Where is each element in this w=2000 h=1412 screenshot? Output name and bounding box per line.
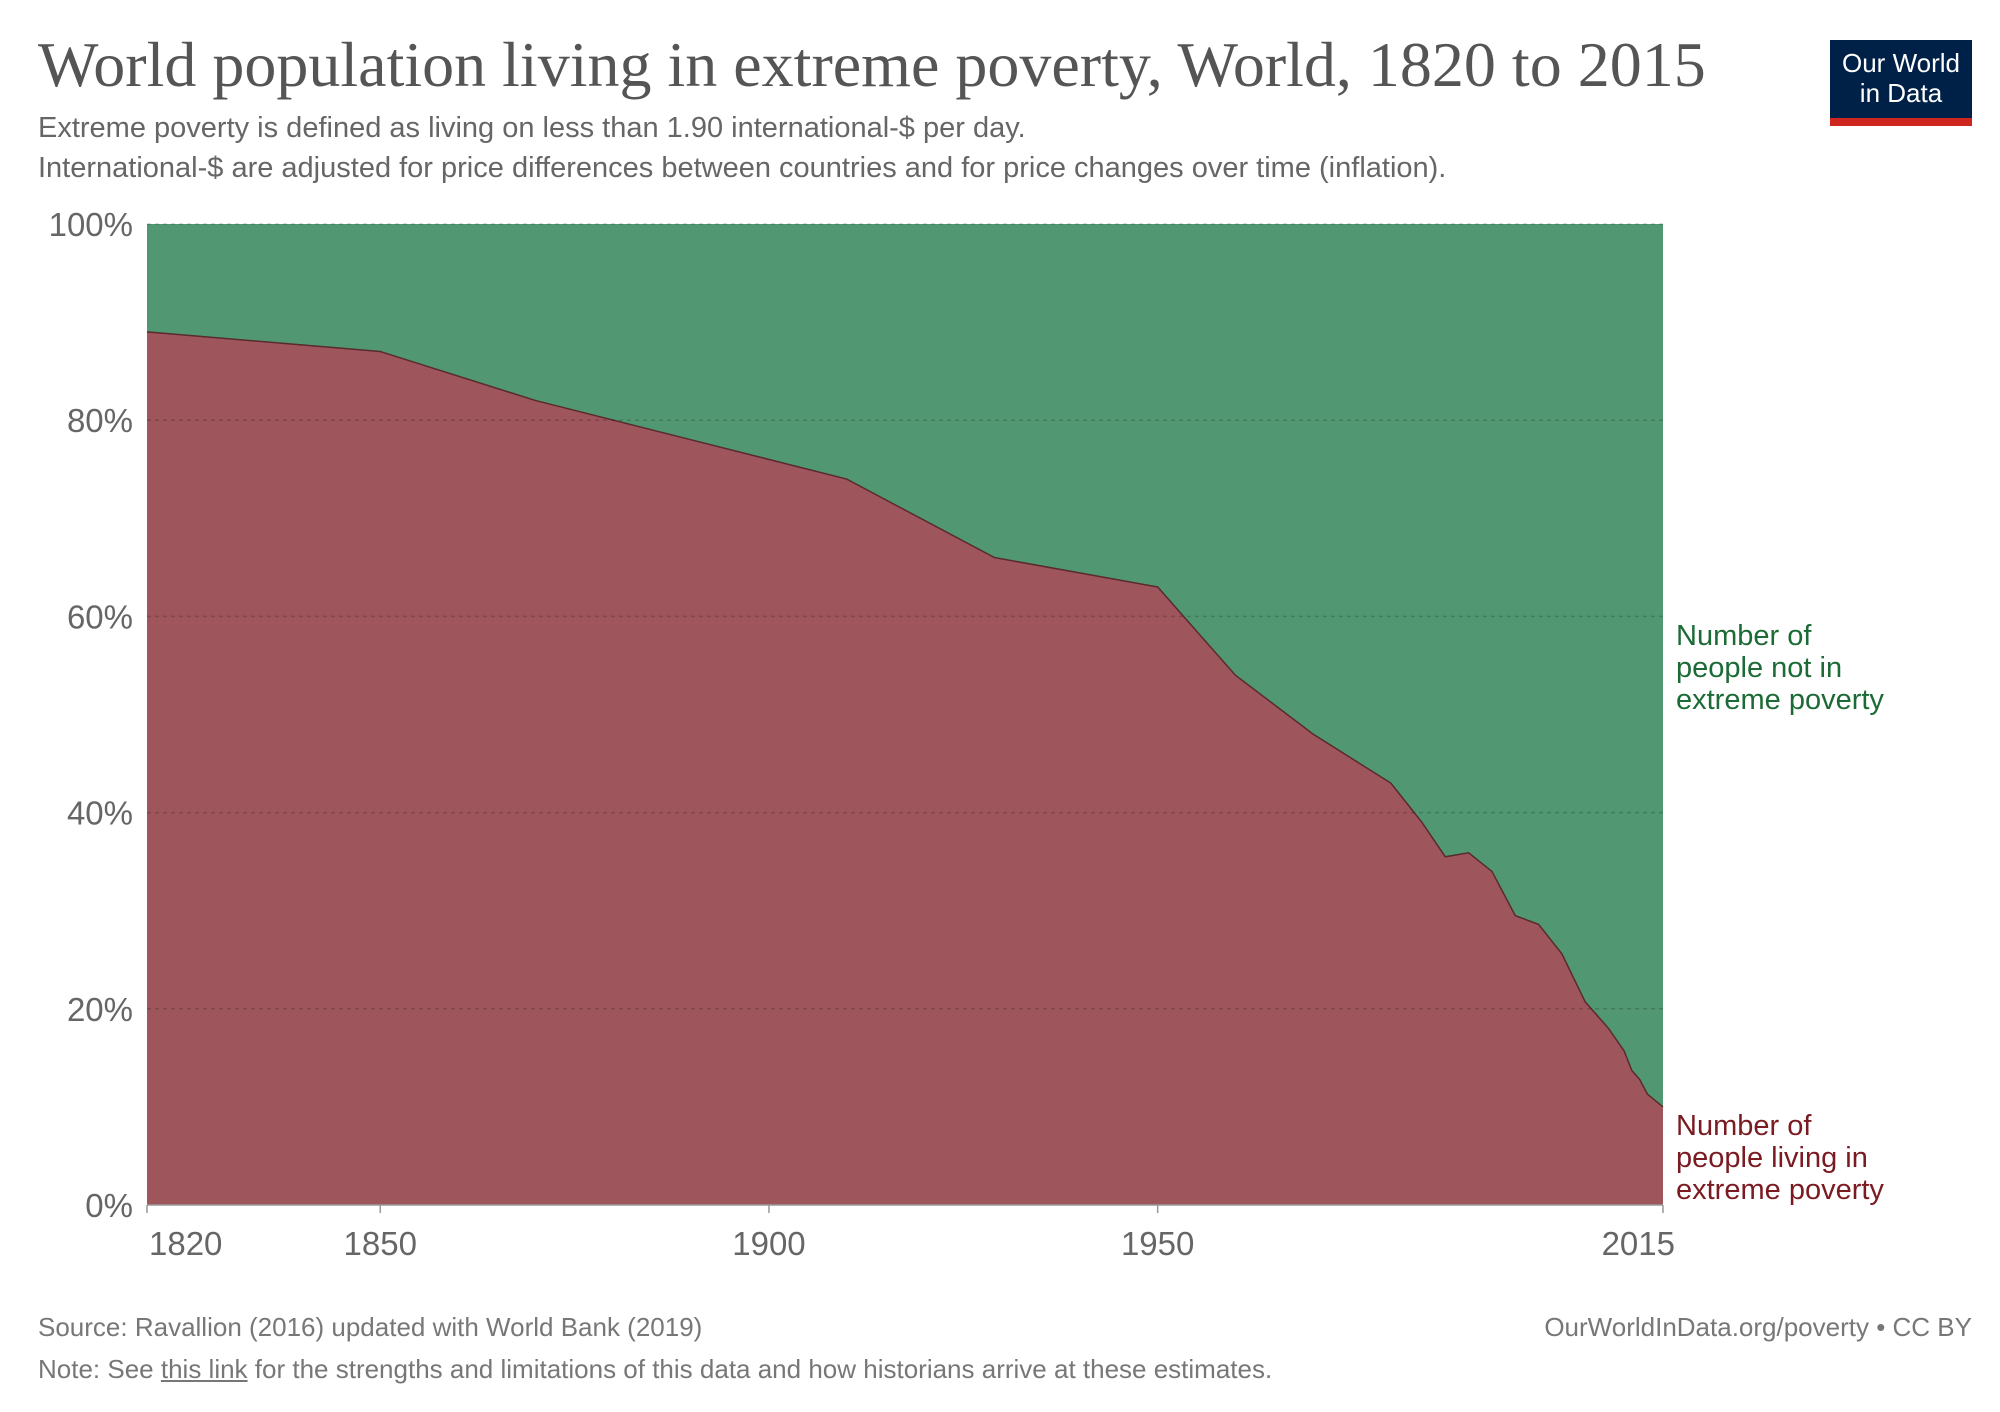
y-tick-label-0: 0% <box>85 1187 133 1224</box>
chart-title: World population living in extreme pover… <box>38 29 1706 100</box>
y-tick-label-100: 100% <box>49 206 133 243</box>
logo-line-2: in Data <box>1859 78 1943 108</box>
label-not-in-extreme-poverty-line-2: people not in <box>1676 652 1842 684</box>
label-not-in-extreme-poverty-line-1: Number of <box>1676 620 1812 652</box>
label-extreme-poverty-line-1: Number of <box>1676 1110 1812 1142</box>
chart-axes: 0% 20% 40% 60% 80% 100% 1820 1850 1900 1950 2015 <box>49 206 1675 1262</box>
owid-logo[interactable]: Our World in Data <box>1830 40 1972 126</box>
area-boundary-line <box>146 331 1664 1108</box>
label-extreme-poverty-line-3: extreme poverty <box>1676 1174 1884 1206</box>
y-tick-label-80: 80% <box>67 402 133 439</box>
chart-subtitle-line-2: International-$ are adjusted for price d… <box>38 152 1447 184</box>
note-link[interactable]: this link <box>160 1354 248 1384</box>
chart-subtitle-line-1: Extreme poverty is defined as living on … <box>38 112 1026 144</box>
note-prefix: Note: See <box>38 1354 161 1384</box>
label-extreme-poverty-line-2: people living in <box>1676 1142 1868 1174</box>
label-extreme-poverty: Number of people living in extreme poverty <box>1676 1110 1884 1206</box>
x-tick-label-1820: 1820 <box>149 1225 222 1262</box>
source-text: Source: Ravallion (2016) updated with Wo… <box>38 1312 703 1342</box>
note-text: Note: See this link for the strengths an… <box>38 1354 1272 1385</box>
y-tick-label-20: 20% <box>67 991 133 1028</box>
source-url-link[interactable]: OurWorldInData.org/poverty • CC BY <box>1544 1312 1972 1342</box>
y-tick-label-60: 60% <box>67 598 133 635</box>
x-tick-label-1850: 1850 <box>344 1225 417 1262</box>
label-not-in-extreme-poverty: Number of people not in extreme poverty <box>1676 620 1884 716</box>
logo-line-1: Our World <box>1842 48 1960 78</box>
series-labels: Number of people not in extreme povertyNum… <box>1676 620 1884 1206</box>
x-tick-label-2015: 2015 <box>1602 1225 1675 1262</box>
x-tick-label-1900: 1900 <box>732 1225 805 1262</box>
label-not-in-extreme-poverty-line-3: extreme poverty <box>1676 684 1884 716</box>
area-extreme-poverty[interactable] <box>147 331 1663 1205</box>
x-tick-label-1950: 1950 <box>1121 1225 1194 1262</box>
chart-areas <box>146 224 1664 1205</box>
note-suffix: for the strengths and limitations of thi… <box>247 1354 1273 1384</box>
y-tick-label-40: 40% <box>67 795 133 832</box>
